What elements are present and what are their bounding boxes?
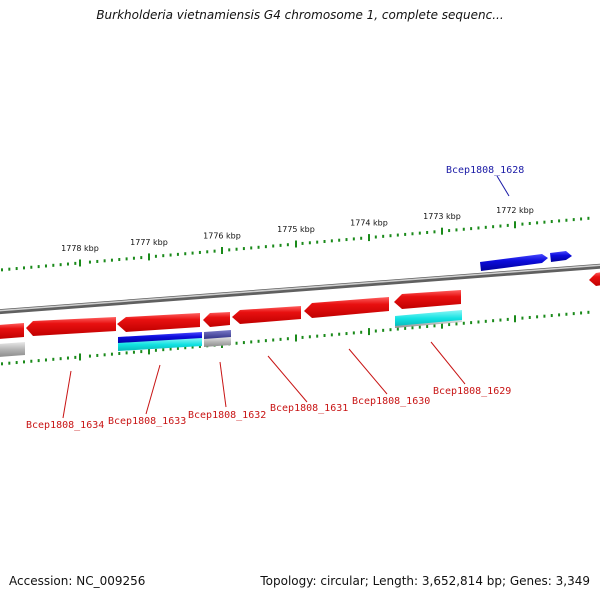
lower-tick-ring [1,310,590,366]
leader-bcep1808-1630 [348,348,388,395]
reverse-gene-bcep1808-1634[interactable] [26,317,116,336]
gene-label-bcep1808-1631[interactable]: Bcep1808_1631 [270,403,348,414]
topology-text: Topology: circular; Length: 3,652,814 bp… [260,574,590,588]
cyan-track-1633 [118,338,202,351]
kbp-label: 1775 kbp [277,225,315,234]
forward-gene-bcep1808-1628[interactable] [480,254,548,271]
leader-bcep1808-1633 [145,364,161,415]
cyan-track-1629 [395,310,462,327]
backbone-ring [0,263,600,315]
reverse-gene-right-edge[interactable] [589,272,600,286]
kbp-label: 1773 kbp [423,212,461,221]
grey-track-1629 [395,320,462,328]
grey-track-1632 [204,337,231,347]
accession-text: Accession: NC_009256 [9,574,146,588]
kbp-label: 1776 kbp [203,232,241,241]
forward-gene-small[interactable] [550,251,572,262]
reverse-gene-bcep1808-1631[interactable] [232,306,301,324]
grey-track-left [0,342,25,357]
gene-label-bcep1808-1634[interactable]: Bcep1808_1634 [26,420,104,431]
map-title: Burkholderia vietnamiensis G4 chromosome… [96,8,504,22]
gene-label-bcep1808-1630[interactable]: Bcep1808_1630 [352,396,430,407]
leader-bcep1808-1629 [430,341,466,385]
kbp-label: 1777 kbp [130,238,168,247]
blue-track-1633 [118,332,202,344]
kbp-label: 1778 kbp [61,244,99,253]
gene-label-bcep1808-1629[interactable]: Bcep1808_1629 [433,386,511,397]
leader-bcep1808-1628 [496,175,510,197]
kbp-label: 1774 kbp [350,219,388,228]
upper-tick-ring [1,216,590,272]
leader-bcep1808-1634 [62,370,72,419]
gene-label-bcep1808-1632[interactable]: Bcep1808_1632 [188,410,266,421]
kbp-label: 1772 kbp [496,206,534,215]
gene-label-bcep1808-1628[interactable]: Bcep1808_1628 [446,165,524,176]
gene-label-bcep1808-1633[interactable]: Bcep1808_1633 [108,416,186,427]
leader-bcep1808-1631 [267,355,308,403]
leader-bcep1808-1632 [219,361,227,408]
backbone-highlight [0,264,600,312]
reverse-gene-bcep1808-1630[interactable] [304,297,389,318]
reverse-gene-bcep1808-1633[interactable] [117,313,200,332]
reverse-gene-bcep1808-1632[interactable] [203,312,230,327]
reverse-gene-bcep1808-1629[interactable] [394,290,461,309]
kbp-labels: 1778 kbp 1777 kbp 1776 kbp 1775 kbp 1774 kbp… [61,206,534,253]
reverse-gene-partial-left[interactable] [0,323,24,339]
